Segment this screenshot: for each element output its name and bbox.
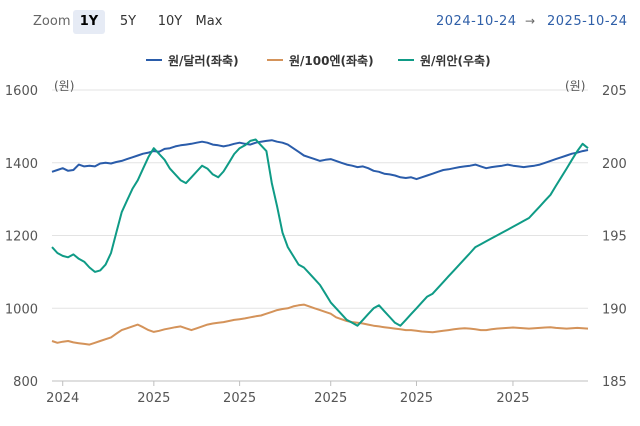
left-tick-label-2: 1200 [5,230,38,245]
x-tick-label-3: 2025 [314,391,347,406]
right-tick-label-1: 190 [602,302,627,317]
zoom-1y-button[interactable]: 1Y [73,10,105,34]
left-tick-label-0: 800 [13,375,38,390]
x-tick-label-4: 2025 [400,391,433,406]
zoom-max-button[interactable]: Max [195,14,223,29]
legend-swatch-cny [398,58,414,61]
legend-label-usd: 원/달러(좌축) [168,54,239,68]
x-tick-label-2: 2025 [223,391,256,406]
legend-label-cny: 원/위안(우축) [420,54,491,68]
legend-swatch-usd [146,58,162,61]
left-axis-unit: (원) [54,79,74,93]
toolbar: Zoom 1Y 5Y 10Y Max 2024-10-24 → 2025-10-… [0,0,640,44]
legend-item-jpy[interactable]: 원/100엔(좌축) [267,52,374,69]
zoom-5y-button[interactable]: 5Y [119,14,137,29]
axes: 800 1000 1200 1400 1600 185 190 195 200 205 2024 20… [5,84,627,406]
zoom-label: Zoom [33,14,71,29]
legend-item-usd[interactable]: 원/달러(좌축) [146,52,239,69]
series-line-2 [51,138,589,327]
range-end-input[interactable]: 2025-10-24 [547,14,628,29]
zoom-10y-button[interactable]: 10Y [157,14,183,29]
right-tick-label-0: 185 [602,375,627,390]
legend-swatch-jpy [267,58,283,61]
right-tick-label-4: 205 [602,84,627,99]
left-tick-label-4: 1600 [5,84,38,99]
right-tick-label-3: 200 [602,157,627,172]
series-line-1 [51,303,589,346]
x-tick-label-0: 2024 [46,391,79,406]
range-separator: → [525,14,536,28]
x-tick-label-1: 2025 [137,391,170,406]
legend-item-cny[interactable]: 원/위안(우축) [398,52,491,69]
legend-label-jpy: 원/100엔(좌축) [289,54,374,68]
series-line-0 [51,139,589,181]
left-tick-label-1: 1000 [5,302,38,317]
grid-lines [52,89,588,309]
series-layer [51,138,589,346]
x-tick-label-5: 2025 [496,391,529,406]
right-tick-label-2: 195 [602,230,627,245]
right-axis-unit: (원) [565,79,585,93]
left-tick-label-3: 1400 [5,157,38,172]
range-start-input[interactable]: 2024-10-24 [436,14,517,29]
